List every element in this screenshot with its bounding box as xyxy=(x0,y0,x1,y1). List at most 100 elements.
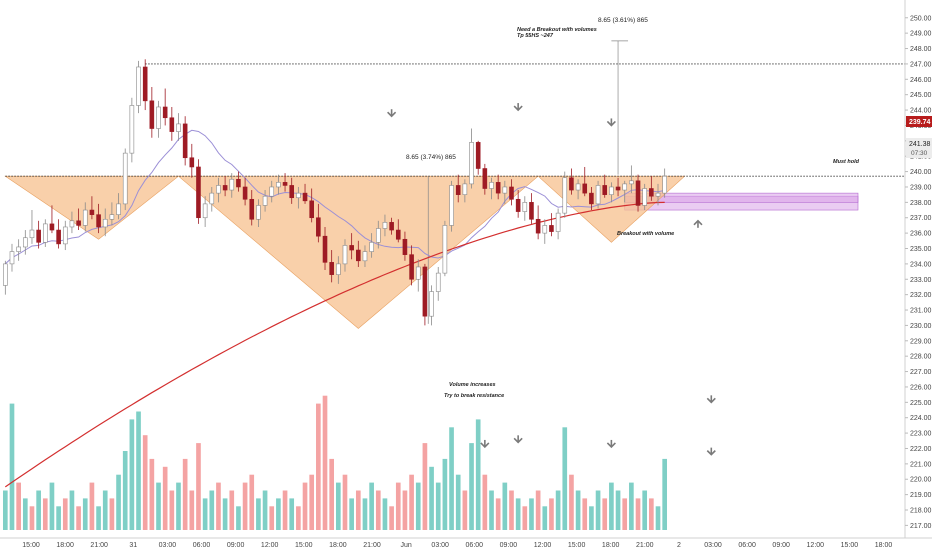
candle-body xyxy=(649,188,654,197)
candle-body xyxy=(23,237,28,248)
candle-body xyxy=(422,266,428,317)
candle-body xyxy=(509,186,514,200)
candle-body xyxy=(582,183,588,194)
time-axis[interactable]: 15:00 18:00 21:00 31 03:00 06:00 09:00 12:00 15:… xyxy=(0,537,932,549)
price-tick-label: 226.00 xyxy=(910,384,932,391)
candle-body xyxy=(482,168,488,189)
annotation-breakout-volume: Breakout with volume xyxy=(617,231,674,237)
candle-body xyxy=(42,223,48,243)
candle-body xyxy=(282,182,288,186)
candle-body xyxy=(149,100,155,129)
volume-bar xyxy=(162,466,168,530)
volume-bar xyxy=(609,482,614,530)
price-tick-label: 244.00 xyxy=(910,108,932,115)
volume-bar xyxy=(529,498,534,530)
volume-bar xyxy=(622,498,628,530)
down-arrow-icon xyxy=(513,105,523,112)
candle-body xyxy=(595,185,601,205)
volume-bar xyxy=(522,506,528,530)
price-tick-label: 220.00 xyxy=(910,477,932,484)
volume-bar xyxy=(189,490,195,530)
candle-body xyxy=(222,185,228,191)
candle-body xyxy=(542,225,548,234)
price-axis[interactable]: 217.00 218.00 219.00 220.00 221.00 222.00 223.… xyxy=(904,0,932,538)
volume-bar xyxy=(156,482,161,530)
volume-bar xyxy=(262,490,268,530)
current-price-label: 239.74 xyxy=(909,119,931,126)
price-tick-label: 248.00 xyxy=(910,46,932,53)
volume-bar xyxy=(176,482,181,530)
time-tick-label: 03:00 xyxy=(704,542,722,549)
candle-body xyxy=(455,185,461,195)
volume-bar xyxy=(102,490,108,530)
fast-moving-average-line xyxy=(4,129,665,265)
volume-bar xyxy=(389,506,394,530)
candle-body xyxy=(216,185,221,194)
candle-body xyxy=(529,202,534,220)
candle-body xyxy=(156,106,161,129)
price-tick-label: 231.00 xyxy=(910,308,932,315)
volume-bar xyxy=(89,482,95,530)
time-tick-label: 15:00 xyxy=(295,542,313,549)
volume-bar xyxy=(589,506,594,530)
price-tick-label: 219.00 xyxy=(910,492,932,499)
candle-body xyxy=(209,192,215,205)
candle-body xyxy=(402,238,408,255)
volume-bar xyxy=(602,498,608,530)
annotation-volume-increases: Volume increases xyxy=(449,382,496,388)
candle-body xyxy=(249,198,255,220)
volume-bar xyxy=(575,490,581,530)
candle-body xyxy=(276,182,281,188)
time-tick-label: 06:00 xyxy=(193,542,211,549)
volume-bar xyxy=(495,498,501,530)
time-tick-label: 12:00 xyxy=(261,542,279,549)
time-tick-label: 21:00 xyxy=(90,542,108,549)
price-tick-label: 224.00 xyxy=(910,415,932,422)
volume-bar xyxy=(562,427,568,530)
price-tick-label: 221.00 xyxy=(910,461,932,468)
candle-body xyxy=(562,177,568,214)
price-tick-label: 235.00 xyxy=(910,246,932,253)
volume-bar xyxy=(62,498,68,530)
volume-bar xyxy=(22,498,28,530)
time-tick-label: 03:00 xyxy=(159,542,177,549)
candle-body xyxy=(36,229,41,243)
candle-body xyxy=(475,142,481,169)
candle-body xyxy=(489,182,494,189)
volume-bar xyxy=(655,506,661,530)
candle-body xyxy=(89,209,95,215)
volume-bar xyxy=(129,419,135,530)
candle-body xyxy=(429,291,434,317)
volume-bar xyxy=(435,482,441,530)
candle-body xyxy=(655,192,661,197)
time-tick-label: 03:00 xyxy=(431,542,449,549)
volume-bar xyxy=(249,474,255,530)
candle-body xyxy=(389,222,394,231)
volume-bar xyxy=(455,474,461,530)
candle-body xyxy=(129,105,135,154)
candle-body xyxy=(415,266,421,280)
volume-bar xyxy=(76,506,81,530)
time-tick-label: 31 xyxy=(129,542,137,549)
candle-body xyxy=(49,223,55,231)
volume-bar xyxy=(282,490,288,530)
time-tick-label: Jun xyxy=(400,542,411,549)
candle-body xyxy=(102,218,108,228)
price-tick-label: 227.00 xyxy=(910,369,932,376)
time-tick-label: 18:00 xyxy=(56,542,74,549)
price-tick-label: 230.00 xyxy=(910,323,932,330)
candlesticks xyxy=(3,59,667,326)
candle-body xyxy=(3,263,8,286)
volume-bars xyxy=(2,395,668,530)
current-price-badge: 239.74 xyxy=(906,116,932,127)
annotation-measure-top: 8.65 (3.61%) 865 xyxy=(598,17,648,24)
down-arrow-icon xyxy=(387,111,397,118)
volume-bar xyxy=(349,498,354,530)
volume-bar xyxy=(442,458,448,530)
volume-bar xyxy=(342,474,348,530)
volume-bar xyxy=(555,490,561,530)
candle-body xyxy=(269,186,275,197)
volume-bar xyxy=(236,506,241,530)
volume-bar xyxy=(509,490,514,530)
